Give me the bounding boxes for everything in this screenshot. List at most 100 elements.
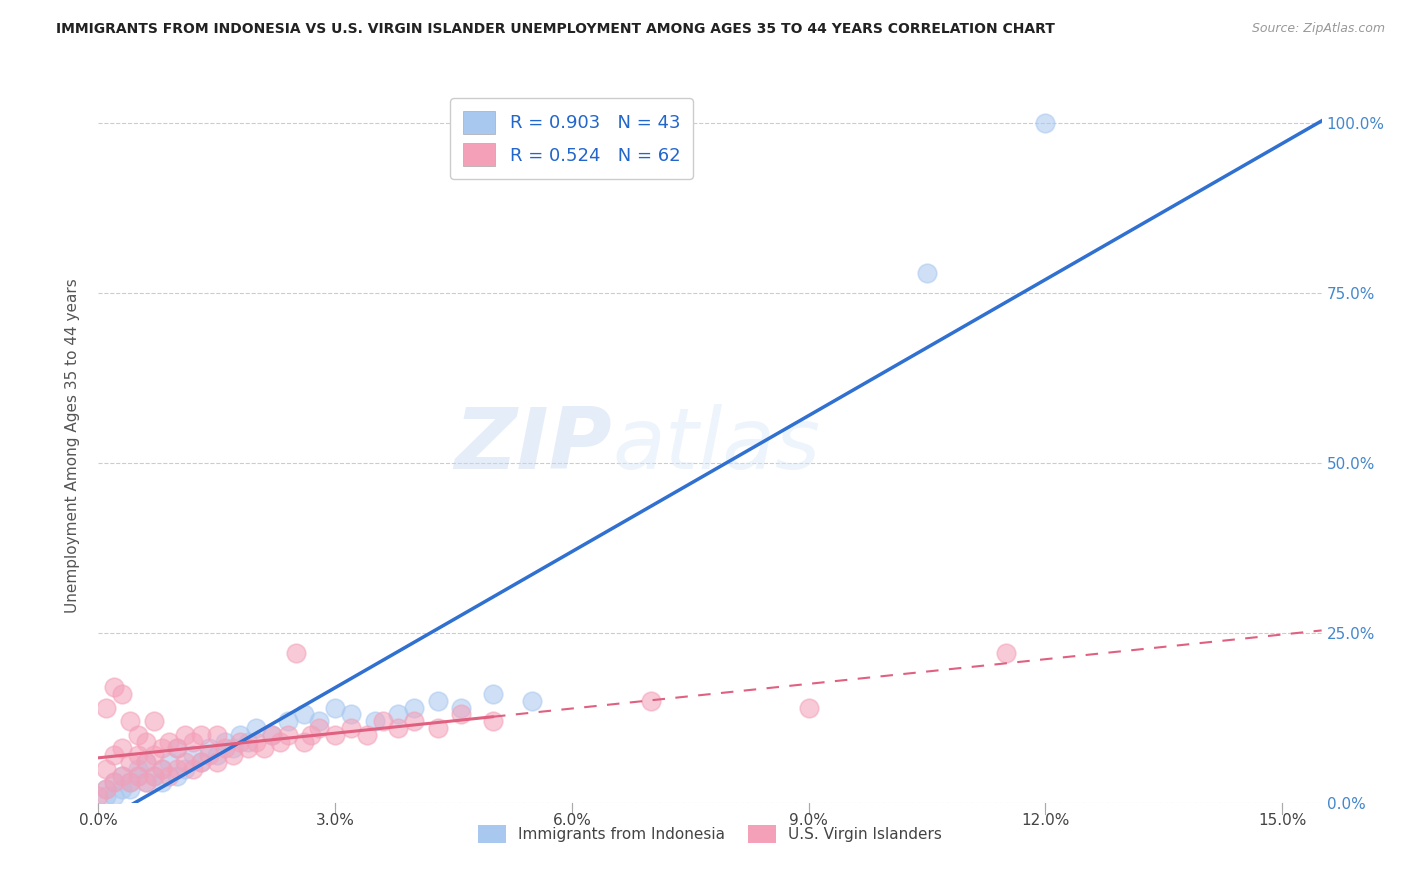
Point xyxy=(159,769,181,783)
Point xyxy=(181,748,204,763)
Point xyxy=(371,714,394,729)
Point xyxy=(135,775,157,789)
Point xyxy=(103,789,125,803)
Point xyxy=(994,646,1017,660)
Point xyxy=(214,741,236,756)
Point xyxy=(205,728,228,742)
Point xyxy=(103,775,125,789)
Point xyxy=(174,762,197,776)
Point xyxy=(522,694,544,708)
Point xyxy=(238,734,260,748)
Point xyxy=(135,734,157,748)
Point xyxy=(356,728,378,742)
Point xyxy=(118,775,141,789)
Point xyxy=(277,714,299,729)
Point xyxy=(166,741,188,756)
Text: Source: ZipAtlas.com: Source: ZipAtlas.com xyxy=(1251,22,1385,36)
Point xyxy=(103,775,125,789)
Point xyxy=(150,741,173,756)
Point xyxy=(118,775,141,789)
Point xyxy=(205,755,228,769)
Text: IMMIGRANTS FROM INDONESIA VS U.S. VIRGIN ISLANDER UNEMPLOYMENT AMONG AGES 35 TO : IMMIGRANTS FROM INDONESIA VS U.S. VIRGIN… xyxy=(56,22,1054,37)
Legend: Immigrants from Indonesia, U.S. Virgin Islanders: Immigrants from Indonesia, U.S. Virgin I… xyxy=(472,819,948,848)
Point xyxy=(174,755,197,769)
Point xyxy=(150,762,173,776)
Point xyxy=(142,748,165,763)
Point xyxy=(387,707,409,722)
Point xyxy=(245,734,267,748)
Point xyxy=(142,769,165,783)
Point xyxy=(221,748,243,763)
Point xyxy=(190,728,212,742)
Point xyxy=(87,789,110,803)
Text: ZIP: ZIP xyxy=(454,404,612,488)
Point xyxy=(253,741,276,756)
Point xyxy=(238,741,260,756)
Point xyxy=(323,700,346,714)
Point xyxy=(96,782,118,797)
Point xyxy=(340,707,363,722)
Point xyxy=(174,728,197,742)
Point xyxy=(214,734,236,748)
Point xyxy=(245,721,267,735)
Point xyxy=(229,728,252,742)
Point xyxy=(269,734,291,748)
Point xyxy=(450,700,472,714)
Point xyxy=(127,728,149,742)
Point xyxy=(198,741,221,756)
Point xyxy=(166,769,188,783)
Point xyxy=(640,694,662,708)
Point xyxy=(135,755,157,769)
Point xyxy=(190,755,212,769)
Point xyxy=(166,762,188,776)
Point xyxy=(387,721,409,735)
Point xyxy=(127,769,149,783)
Point xyxy=(915,266,938,280)
Point xyxy=(103,680,125,694)
Point xyxy=(96,782,118,797)
Point xyxy=(340,721,363,735)
Point xyxy=(142,714,165,729)
Point xyxy=(181,734,204,748)
Point xyxy=(118,782,141,797)
Y-axis label: Unemployment Among Ages 35 to 44 years: Unemployment Among Ages 35 to 44 years xyxy=(65,278,80,614)
Point xyxy=(198,748,221,763)
Point xyxy=(292,707,315,722)
Point xyxy=(482,714,505,729)
Point xyxy=(111,769,134,783)
Point xyxy=(308,714,330,729)
Point xyxy=(142,769,165,783)
Point xyxy=(797,700,820,714)
Point xyxy=(1035,116,1057,130)
Point xyxy=(301,728,323,742)
Point xyxy=(323,728,346,742)
Point xyxy=(111,741,134,756)
Point xyxy=(111,769,134,783)
Point xyxy=(181,762,204,776)
Point xyxy=(118,714,141,729)
Point xyxy=(426,694,449,708)
Point xyxy=(127,762,149,776)
Point xyxy=(159,734,181,748)
Point xyxy=(166,741,188,756)
Point xyxy=(135,755,157,769)
Point xyxy=(159,755,181,769)
Point xyxy=(450,707,472,722)
Point xyxy=(103,748,125,763)
Point xyxy=(229,734,252,748)
Point xyxy=(308,721,330,735)
Point xyxy=(96,789,118,803)
Point xyxy=(426,721,449,735)
Point xyxy=(292,734,315,748)
Point xyxy=(127,769,149,783)
Point xyxy=(404,714,426,729)
Point xyxy=(96,700,118,714)
Point xyxy=(205,748,228,763)
Point xyxy=(118,755,141,769)
Point xyxy=(404,700,426,714)
Point xyxy=(221,741,243,756)
Point xyxy=(284,646,307,660)
Point xyxy=(482,687,505,701)
Point xyxy=(260,728,283,742)
Point xyxy=(260,728,283,742)
